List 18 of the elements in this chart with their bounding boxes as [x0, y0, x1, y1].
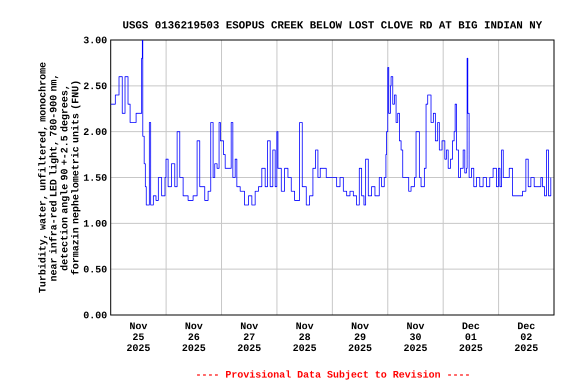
y-tick-label: 1.50	[84, 174, 107, 181]
y-axis-title: Turbidity, water, unfiltered, monochrome near infra-red LED light, 780-900 nm, detection angle 90 +-2.5 degrees, formazin nephelometric units (FNU)	[38, 62, 80, 293]
y-tick-label: 0.00	[84, 312, 107, 318]
x-tick-label: Nov 28 2025	[293, 322, 316, 352]
x-tick-label: Nov 26 2025	[182, 322, 206, 352]
y-tick-label: 1.00	[84, 220, 107, 227]
y-tick-label: 0.50	[84, 266, 107, 273]
chart-title: USGS 0136219503 ESOPUS CREEK BELOW LOST CLOVE RD AT BIG INDIAN NY	[123, 21, 542, 29]
x-tick-label: Dec 02 2025	[514, 322, 538, 352]
x-tick-label: Nov 29 2025	[348, 322, 372, 352]
y-tick-label: 2.00	[84, 128, 107, 136]
x-tick-label: Nov 25 2025	[127, 322, 150, 352]
text: ---- Provisional Data Subject to Revision ----	[197, 370, 469, 380]
y-tick-label: 2.50	[84, 82, 107, 90]
x-tick-label: Dec 01 2025	[460, 322, 482, 352]
y-tick-label: 3.00	[84, 36, 107, 44]
x-tick-label: Nov 30 2025	[404, 322, 427, 352]
x-tick-label: Nov 27 2025	[238, 322, 261, 352]
